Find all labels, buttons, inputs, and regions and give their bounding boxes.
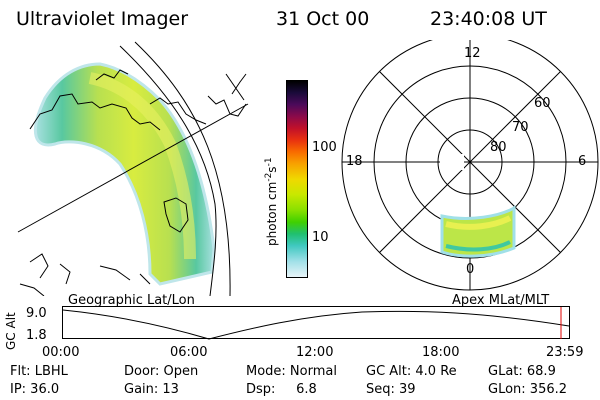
param-ip: IP: 36.0 [10,382,60,397]
time-label: 23:40:08 UT [430,8,547,30]
latitude-arc [134,41,231,296]
geographic-caption: Geographic Lat/Lon [68,293,195,308]
aurora-core [88,72,196,260]
param-glat: GLat: 68.9 [488,364,556,379]
mlt-label-12: 12 [464,46,481,61]
geographic-map [17,41,249,296]
timeline-xtick-2359: 23:59 [546,345,584,360]
param-seq: Seq: 39 [366,382,416,397]
label-mask [440,154,464,170]
timeline-ytick-1-8: 1.8 [26,328,47,343]
param-mode: Mode: Normal [246,364,337,379]
altitude-timeline [62,306,570,340]
aurora-band [34,62,216,286]
mlat-label-80: 80 [490,140,507,155]
date-label: 31 Oct 00 [276,8,370,30]
timeline-xtick-0000: 00:00 [42,345,80,360]
colorbar-tick-100: 100 [312,140,337,155]
aurora-patch [440,205,516,258]
mlt-label-0: 0 [466,262,475,277]
polar-mlt-plot [341,40,599,291]
latitude-arc [119,45,217,296]
param-gc-alt: GC Alt: 4.0 Re [366,364,457,379]
param-gain: Gain: 13 [124,382,179,397]
apex-caption: Apex MLat/MLT [452,293,550,308]
altitude-curve [62,309,570,340]
param-door: Door: Open [124,364,199,379]
param-filter: Flt: LBHL [10,364,68,379]
param-dsp: Dsp: 6.8 [246,382,317,397]
colorbar-unit-label: photon cm-2s-1 [264,157,279,246]
coastline [19,69,247,296]
mlat-label-60: 60 [534,96,551,111]
timeline-axis-label: GC Alt [4,312,18,350]
color-scale-bar [286,80,308,278]
instrument-title: Ultraviolet Imager [16,8,189,30]
aurora-patch-edge [445,240,511,252]
param-glon: GLon: 356.2 [488,382,568,397]
timeline-xtick-0600: 06:00 [170,345,208,360]
aurora-patch-core [445,215,512,230]
mlt-label-6: 6 [578,154,587,169]
longitude-line [17,103,249,233]
timeline-ytick-9: 9.0 [26,306,47,321]
colorbar-tick-10: 10 [312,230,329,245]
timeline-xtick-1800: 18:00 [422,345,460,360]
timeline-xtick-1200: 12:00 [296,345,334,360]
mlat-label-70: 70 [512,120,529,135]
mlt-label-18: 18 [346,154,363,169]
mlt-line [379,71,561,253]
